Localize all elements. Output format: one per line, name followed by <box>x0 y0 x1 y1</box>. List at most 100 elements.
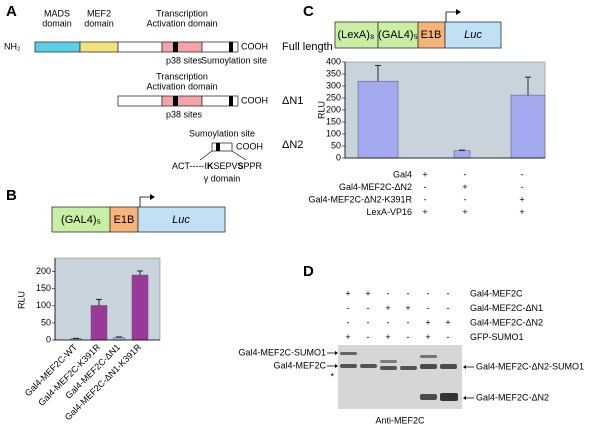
y-tick-label: 150 <box>326 116 341 126</box>
lane-sign: + <box>345 332 350 342</box>
domain-label: Transcription <box>156 71 208 81</box>
condition-label: Gal4-MEF2C-ΔN2-K391R <box>308 194 412 204</box>
lane-sign: - <box>447 303 450 313</box>
y-tick-label: 250 <box>326 92 341 102</box>
c-term <box>201 41 239 53</box>
gal4-box <box>51 206 111 233</box>
panel-letter: B <box>6 187 17 204</box>
band-label: Gal4-MEF2C-ΔN2-SUMO1 <box>476 361 584 371</box>
c-term-label: COOH <box>241 95 268 105</box>
condition-label: Gal4-MEF2C-ΔN2 <box>339 182 412 192</box>
domain-label: MADS <box>44 8 70 18</box>
panel-letter: A <box>6 3 17 20</box>
lane-sign: + <box>365 288 370 298</box>
condition-sign: + <box>462 207 467 217</box>
band <box>360 364 377 368</box>
band <box>340 364 357 368</box>
condition-sign: - <box>424 194 427 204</box>
domain-label: Activation domain <box>146 81 217 91</box>
n-term: NH₂ <box>4 41 21 51</box>
sumo-site <box>216 143 220 151</box>
lane-sign: + <box>425 317 430 327</box>
seq-part: SEPV <box>214 161 238 171</box>
promoter-arrow <box>445 11 456 22</box>
lane-sign: - <box>387 288 390 298</box>
condition-sign: - <box>424 182 427 192</box>
box-label: E1B <box>421 29 442 41</box>
domain-label: MEF2 <box>87 8 111 18</box>
sumo-site <box>229 42 233 52</box>
box-label: Luc <box>464 29 482 41</box>
promoter-arrowhead <box>456 9 461 15</box>
seq-part: K <box>207 161 214 171</box>
y-tick-label: 50 <box>331 140 341 150</box>
seq-part: PPR <box>244 161 263 171</box>
label-arrowhead <box>335 351 338 355</box>
c-term <box>211 142 233 152</box>
y-tick-label: 50 <box>41 317 51 327</box>
c-term-label: COOH <box>236 141 263 151</box>
lane-sign: - <box>347 317 350 327</box>
y-tick-label: 0 <box>46 334 51 344</box>
label-arrowhead <box>463 365 466 369</box>
y-tick-label: 100 <box>36 300 51 310</box>
tad-box <box>161 41 203 53</box>
full-length-diagram: MADS domain MEF2 domain Transcription Ac… <box>4 8 333 65</box>
label-arrowhead <box>335 364 338 368</box>
linker <box>117 41 163 53</box>
western-blot: Gal4-MEF2C-SUMO1 Gal4-MEF2C * Gal4-MEF2C… <box>238 345 584 425</box>
condition-sign: + <box>519 207 524 217</box>
domain-label: Transcription <box>156 8 208 18</box>
condition-sign: + <box>422 207 427 217</box>
band <box>440 393 458 401</box>
p38-site <box>173 96 178 106</box>
lane-sign: - <box>447 332 450 342</box>
condition-sign: + <box>519 194 524 204</box>
band <box>400 366 417 370</box>
sumo-site <box>229 96 233 106</box>
condition-label: Gal4 <box>393 169 412 179</box>
y-tick-label: 150 <box>36 283 51 293</box>
site-label: Sumoylation site <box>189 128 255 138</box>
antibody-label: Anti-MEF2C <box>375 415 425 425</box>
c-term <box>201 95 239 107</box>
band-label: Gal4-MEF2C-SUMO1 <box>238 347 326 357</box>
band <box>380 366 397 370</box>
lane-sign: - <box>367 317 370 327</box>
tad-box <box>161 95 203 107</box>
lane-sign: - <box>387 317 390 327</box>
lane-sign: - <box>367 332 370 342</box>
lane-sign: + <box>385 303 390 313</box>
band <box>420 394 437 400</box>
condition-label: LexA-VP16 <box>366 207 412 217</box>
luc-box <box>444 21 502 49</box>
domain-label: domain <box>42 18 72 28</box>
lane-sign: + <box>425 332 430 342</box>
condition-sign: + <box>462 182 467 192</box>
e1b-box <box>417 21 446 49</box>
lane-sign: - <box>407 288 410 298</box>
construct-name: ΔN2 <box>282 139 303 151</box>
condition-sign: - <box>464 169 467 179</box>
lane-condition: GFP-SUMO1 <box>470 332 524 342</box>
condition-sign: - <box>521 169 524 179</box>
lexa-box <box>334 21 379 49</box>
lane-sign: + <box>385 332 390 342</box>
label-arrowhead <box>463 396 466 400</box>
seq-part: S <box>238 161 244 171</box>
band <box>340 352 357 355</box>
zoom-line <box>199 150 213 161</box>
mads-box <box>34 41 81 53</box>
y-tick-label: 0 <box>336 152 341 162</box>
domain-label: domain <box>84 18 114 28</box>
promoter-arrow <box>139 196 150 207</box>
sequence: ACT-----IKSEPVSPPR <box>172 161 263 171</box>
reporter-construct: (GAL4)₅ E1B Luc <box>51 194 226 233</box>
bar <box>453 150 471 159</box>
box-label: E1B <box>114 214 135 226</box>
c-term-label: COOH <box>241 41 268 51</box>
linker <box>117 95 163 107</box>
bar <box>90 305 108 341</box>
condition-sign: - <box>521 182 524 192</box>
